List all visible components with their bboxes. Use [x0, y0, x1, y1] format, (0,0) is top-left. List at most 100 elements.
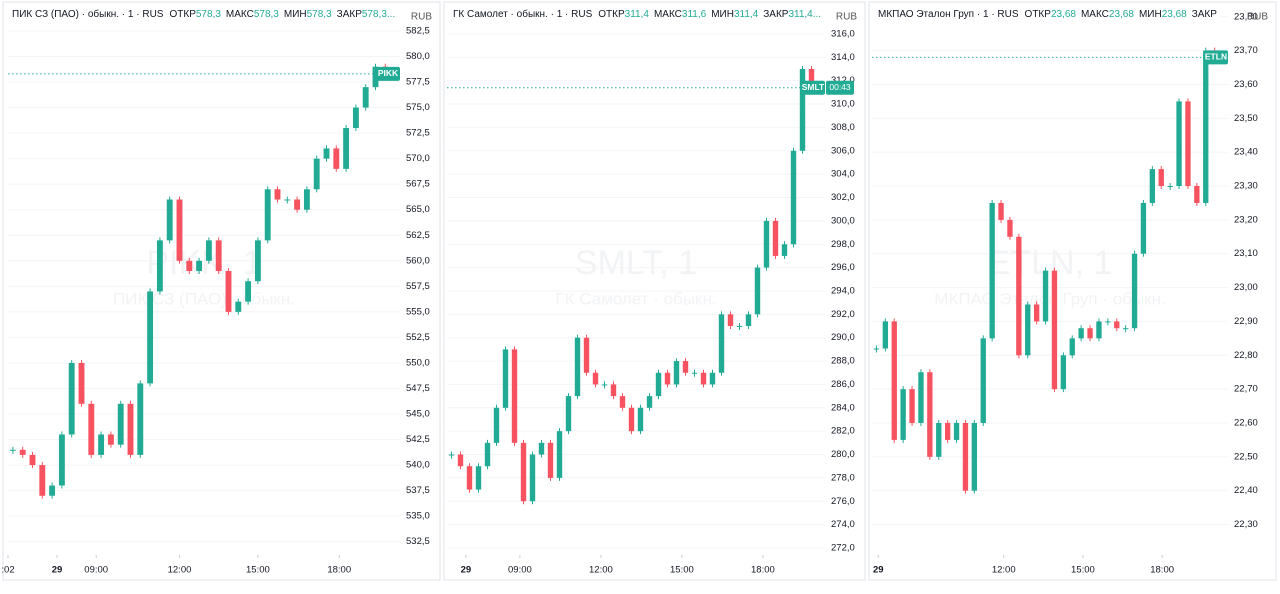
field-value: 578,3...	[362, 9, 395, 20]
candle-body	[264, 189, 271, 241]
candle-body	[918, 372, 924, 423]
y-tick-label: 555,0	[406, 306, 430, 317]
candle-body	[29, 454, 36, 466]
y-tick-label: 310,0	[831, 99, 855, 110]
y-tick-label: 22,80	[1234, 350, 1258, 361]
candle-body	[520, 442, 527, 502]
countdown-badge	[826, 80, 854, 95]
candle-body	[107, 434, 114, 445]
candle-body	[1194, 186, 1200, 203]
x-tick-label: 29	[52, 565, 63, 576]
instrument-name: ГК Самолет · обыкн. · 1 · RUS	[453, 8, 593, 20]
candle-body	[156, 240, 163, 292]
candle-body	[475, 466, 482, 490]
currency: RUB	[836, 12, 857, 23]
field-label: ОТКР	[1025, 9, 1052, 20]
header: ГК Самолет · обыкн. · 1 · RUS ОТКР311,4 МА…	[453, 8, 821, 20]
x-tick-label: 29	[461, 565, 472, 576]
candle-body	[352, 107, 359, 128]
y-tick-label: 542,5	[406, 434, 430, 445]
candle-body	[700, 372, 707, 385]
candle-body	[39, 465, 46, 496]
y-tick-label: 300,0	[831, 215, 855, 226]
field-label: ОТКР	[169, 9, 196, 20]
candle-body	[196, 260, 203, 272]
candle-body	[457, 454, 464, 467]
field-value: 311,4	[625, 9, 650, 20]
header-bg	[445, 4, 818, 24]
x-tick-label: 29	[873, 565, 884, 576]
candle-body	[1158, 169, 1164, 187]
y-tick-label: 272,0	[831, 543, 855, 554]
y-tick-label: 278,0	[831, 472, 855, 483]
candle-body	[78, 362, 85, 404]
header-bg	[870, 4, 1221, 24]
ticker-label: SMLT	[802, 82, 825, 92]
candle-body	[343, 127, 350, 169]
y-tick-label: 22,70	[1234, 384, 1258, 395]
candle-body	[781, 244, 788, 256]
field-value: 311,6	[682, 9, 707, 20]
candle-body	[610, 384, 617, 397]
candle-body	[529, 454, 536, 502]
candle-body	[1140, 202, 1147, 254]
field-label: ОТКР	[598, 9, 625, 20]
y-tick-label: 23,10	[1234, 248, 1258, 259]
header: ПИК СЗ (ПАО) · обыкн. · 1 · RUS ОТКР578,3…	[12, 8, 395, 20]
x-tick-label: 15:00	[1071, 565, 1095, 576]
y-tick-label: 567,5	[406, 179, 430, 190]
x-tick-label: 15:00	[246, 565, 270, 576]
candle-body	[745, 314, 752, 327]
candle-body	[68, 362, 75, 435]
candle-body	[1203, 50, 1209, 203]
y-tick-label: 282,0	[831, 426, 855, 437]
candle-body	[944, 422, 951, 440]
x-tick-label: 09:00	[84, 565, 108, 576]
candle-body	[166, 199, 173, 241]
candle-body	[1078, 328, 1084, 339]
candle-body	[323, 148, 330, 159]
y-tick-label: 316,0	[831, 28, 855, 39]
currency: RUB	[411, 12, 432, 23]
y-tick-label: 577,5	[406, 77, 430, 88]
ticker-label: ETLN	[1205, 52, 1227, 62]
candle-body	[186, 260, 193, 272]
y-tick-label: 23,30	[1234, 181, 1258, 192]
y-tick-label: 280,0	[831, 449, 855, 460]
y-tick-label: 314,0	[831, 52, 855, 63]
y-tick-label: 22,60	[1234, 417, 1258, 428]
candle-body	[466, 466, 473, 490]
candle-body	[98, 434, 105, 455]
candle-body	[117, 403, 124, 445]
y-tick-label: 306,0	[831, 145, 855, 156]
y-tick-label: 565,0	[406, 204, 430, 215]
candle-body	[1105, 321, 1111, 323]
candle-body	[19, 449, 26, 455]
y-tick-label: 572,5	[406, 128, 430, 139]
field-label: ЗАКР	[337, 9, 363, 20]
watermark: SMLT, 1	[575, 244, 697, 282]
x-tick-label: 12:00	[992, 565, 1016, 576]
y-tick-label: 274,0	[831, 519, 855, 530]
candle-body	[1176, 101, 1182, 187]
candle-body	[1096, 321, 1102, 339]
candle-body	[1025, 304, 1031, 356]
candle-body	[1033, 304, 1040, 322]
x-tick-label: :02	[1, 565, 14, 576]
x-tick-label: 12:00	[168, 565, 192, 576]
candle-body	[1069, 338, 1075, 356]
y-tick-label: 550,0	[406, 357, 430, 368]
candle-body	[772, 220, 779, 256]
candle-body	[1087, 328, 1093, 339]
candle-body	[235, 301, 242, 312]
candle-body	[1185, 101, 1191, 187]
candle-body	[493, 407, 500, 443]
candle-body	[215, 240, 222, 272]
candle-body	[727, 314, 734, 327]
candle-body	[58, 434, 65, 486]
y-tick-label: 23,20	[1234, 214, 1258, 225]
candle-body	[1122, 328, 1129, 330]
watermark-name: ПИК СЗ (ПАО) · обыкн.	[113, 289, 295, 308]
candle-body	[873, 348, 880, 350]
y-tick-label: 575,0	[406, 102, 430, 113]
